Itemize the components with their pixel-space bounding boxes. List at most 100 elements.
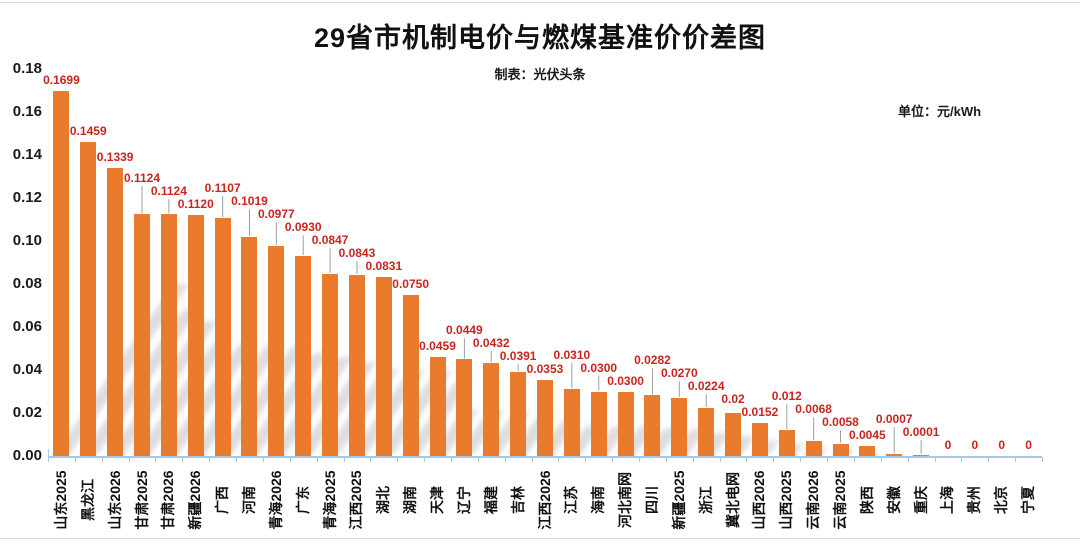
value-label: 0.0001 xyxy=(902,425,940,439)
x-axis-tick xyxy=(209,457,211,462)
bar xyxy=(53,90,70,456)
x-axis-tick xyxy=(585,457,587,462)
x-axis-label: 云南2026 xyxy=(805,470,822,530)
x-axis-label: 重庆 xyxy=(912,486,929,514)
y-axis-tick-label: 0.00 xyxy=(12,447,42,464)
x-axis-label: 云南2025 xyxy=(832,470,848,530)
value-label: 0.0282 xyxy=(634,353,671,368)
x-axis-tick xyxy=(853,457,855,462)
x-axis-tick xyxy=(155,457,157,462)
y-axis-tick-label: 0.18 xyxy=(12,60,42,77)
x-axis-label: 浙江 xyxy=(697,486,714,514)
x-axis-label: 甘肃2026 xyxy=(160,470,177,530)
bar xyxy=(134,214,151,456)
bar xyxy=(644,395,661,456)
chart-title: 29省市机制电价与燃煤基准价价差图 xyxy=(313,23,767,53)
x-axis-tick xyxy=(880,457,882,462)
bar xyxy=(429,357,446,456)
x-axis-label: 贵州 xyxy=(966,486,983,514)
x-axis-label: 陕西 xyxy=(858,486,875,514)
x-axis-label: 宁夏 xyxy=(1020,486,1037,514)
bar xyxy=(698,407,715,456)
value-label: 0.0152 xyxy=(741,405,779,420)
bar xyxy=(617,391,634,456)
x-axis-tick xyxy=(74,457,76,462)
x-axis-tick xyxy=(289,457,291,462)
value-label: 0.0432 xyxy=(472,336,510,351)
bar xyxy=(375,277,392,456)
x-axis-tick xyxy=(477,457,479,462)
x-axis-tick xyxy=(639,457,641,462)
value-label: 0.1107 xyxy=(204,181,241,196)
bar xyxy=(348,274,365,456)
x-axis-tick xyxy=(907,457,909,462)
x-axis-line xyxy=(48,456,1042,458)
x-axis-tick xyxy=(504,457,506,462)
y-axis-tick-label: 0.04 xyxy=(12,361,42,378)
x-axis-tick xyxy=(800,457,802,462)
y-axis-tick-label: 0.02 xyxy=(12,404,42,421)
value-label: 0.1124 xyxy=(123,171,161,186)
value-label: 0.0270 xyxy=(660,366,698,381)
bottom-border-line xyxy=(0,538,1080,539)
x-axis-tick xyxy=(316,457,318,462)
bar xyxy=(537,380,553,456)
x-axis-tick xyxy=(101,457,103,462)
bar xyxy=(268,245,285,456)
top-border-line xyxy=(0,2,1080,3)
x-axis-label: 广西 xyxy=(214,486,231,514)
x-axis-tick xyxy=(612,457,614,462)
y-axis-stub xyxy=(48,449,49,456)
x-axis-tick xyxy=(397,457,399,462)
bar xyxy=(107,168,124,456)
bar xyxy=(187,215,204,456)
x-axis-label: 北京 xyxy=(993,486,1010,514)
x-axis-tick xyxy=(236,457,238,462)
value-label: 0.0930 xyxy=(284,220,322,235)
x-axis-label: 江苏 xyxy=(563,486,580,514)
bar xyxy=(241,236,258,456)
x-axis-label: 天津 xyxy=(429,486,446,514)
unit-label: 单位：元/kWh xyxy=(898,104,982,119)
value-label: 0.1459 xyxy=(69,124,107,139)
x-axis-label: 青海2026 xyxy=(267,470,284,530)
bar xyxy=(859,446,876,456)
x-axis-label: 安徽 xyxy=(885,486,902,514)
x-axis-label: 山西2025 xyxy=(778,470,795,530)
bar xyxy=(402,294,419,456)
y-axis-tick-label: 0.08 xyxy=(12,275,42,292)
x-axis-label: 四川 xyxy=(643,486,660,514)
value-label: 0.0750 xyxy=(392,276,429,291)
x-axis-label: 辽宁 xyxy=(455,486,472,514)
bar xyxy=(886,454,903,456)
x-axis-label: 黑龙江 xyxy=(79,479,96,521)
bar xyxy=(590,391,607,456)
y-axis-tick-label: 0.16 xyxy=(12,103,42,120)
x-axis-label: 甘肃2025 xyxy=(133,470,150,530)
x-axis-label: 江西2025 xyxy=(348,470,365,530)
x-axis-tick xyxy=(262,457,264,462)
value-label: 0.0843 xyxy=(338,246,376,261)
bar xyxy=(456,359,473,456)
bar xyxy=(671,397,688,456)
x-axis-label: 广东 xyxy=(294,486,311,514)
value-label: 0 xyxy=(944,438,952,452)
value-label: 0.1124 xyxy=(150,184,187,199)
value-label: 0.0224 xyxy=(687,379,725,394)
x-axis-tick xyxy=(1042,457,1043,462)
bar xyxy=(725,413,742,456)
value-label: 0 xyxy=(1025,438,1032,452)
bar xyxy=(805,441,822,456)
bar xyxy=(295,256,312,456)
value-label: 0.0459 xyxy=(419,339,456,354)
bar xyxy=(322,273,339,456)
bar xyxy=(832,443,849,456)
x-axis-label: 吉林 xyxy=(509,486,526,514)
bar xyxy=(510,371,527,456)
value-label: 0.0391 xyxy=(499,349,537,364)
y-axis-tick-label: 0.06 xyxy=(12,318,42,335)
y-axis-tick-label: 0.12 xyxy=(12,189,42,206)
x-axis-tick xyxy=(48,457,49,462)
bar xyxy=(160,214,177,456)
